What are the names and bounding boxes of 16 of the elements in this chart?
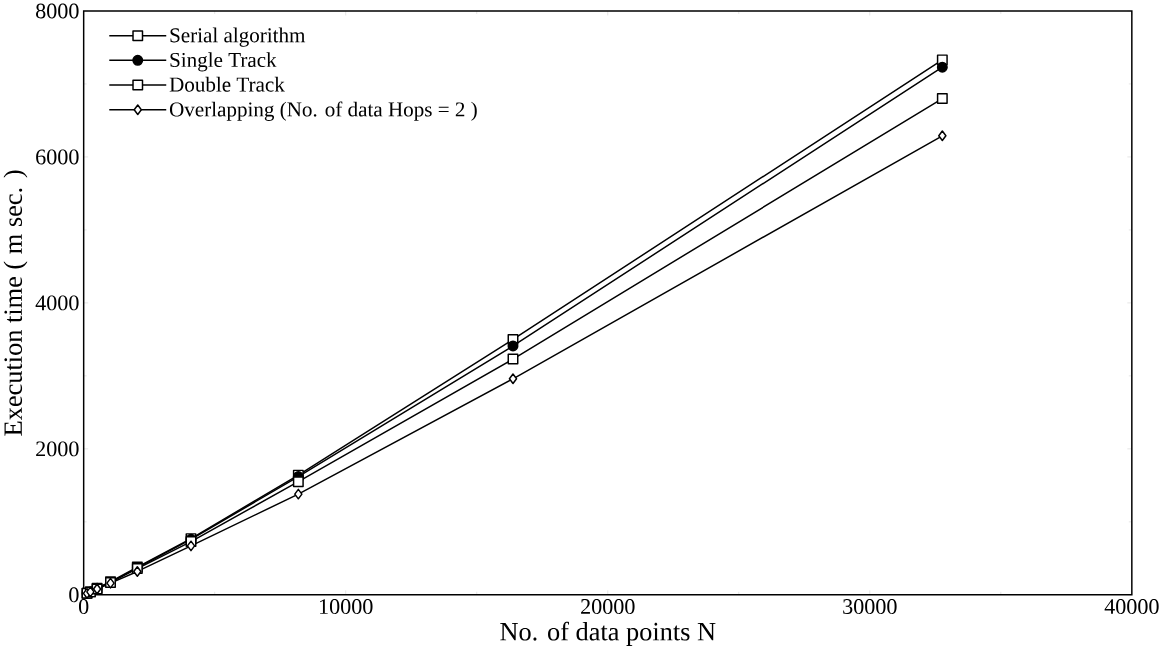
x-tick-label: 10000 (320, 598, 373, 614)
y-axis-title: Execution time ( m sec. ) (3, 170, 28, 436)
legend-label: Serial algorithm (170, 27, 306, 47)
x-axis-title: No. of data points N (500, 621, 716, 646)
legend-label: Overlapping (No. of data Hops = 2 ) (169, 101, 477, 121)
x-tick-label: 20000 (581, 598, 635, 614)
legend-label: Single Track (170, 52, 277, 72)
x-tick-label: 40000 (1104, 598, 1159, 614)
y-tick-label: 4000 (35, 295, 79, 311)
x-tick-label: 0 (78, 598, 89, 614)
y-tick-label: 0 (69, 587, 79, 603)
y-tick-label: 8000 (36, 3, 79, 19)
y-tick-label: 6000 (36, 149, 79, 165)
y-tick-label: 2000 (36, 441, 79, 457)
legend-label: Double Track (169, 76, 285, 92)
x-tick-label: 30000 (843, 598, 897, 614)
